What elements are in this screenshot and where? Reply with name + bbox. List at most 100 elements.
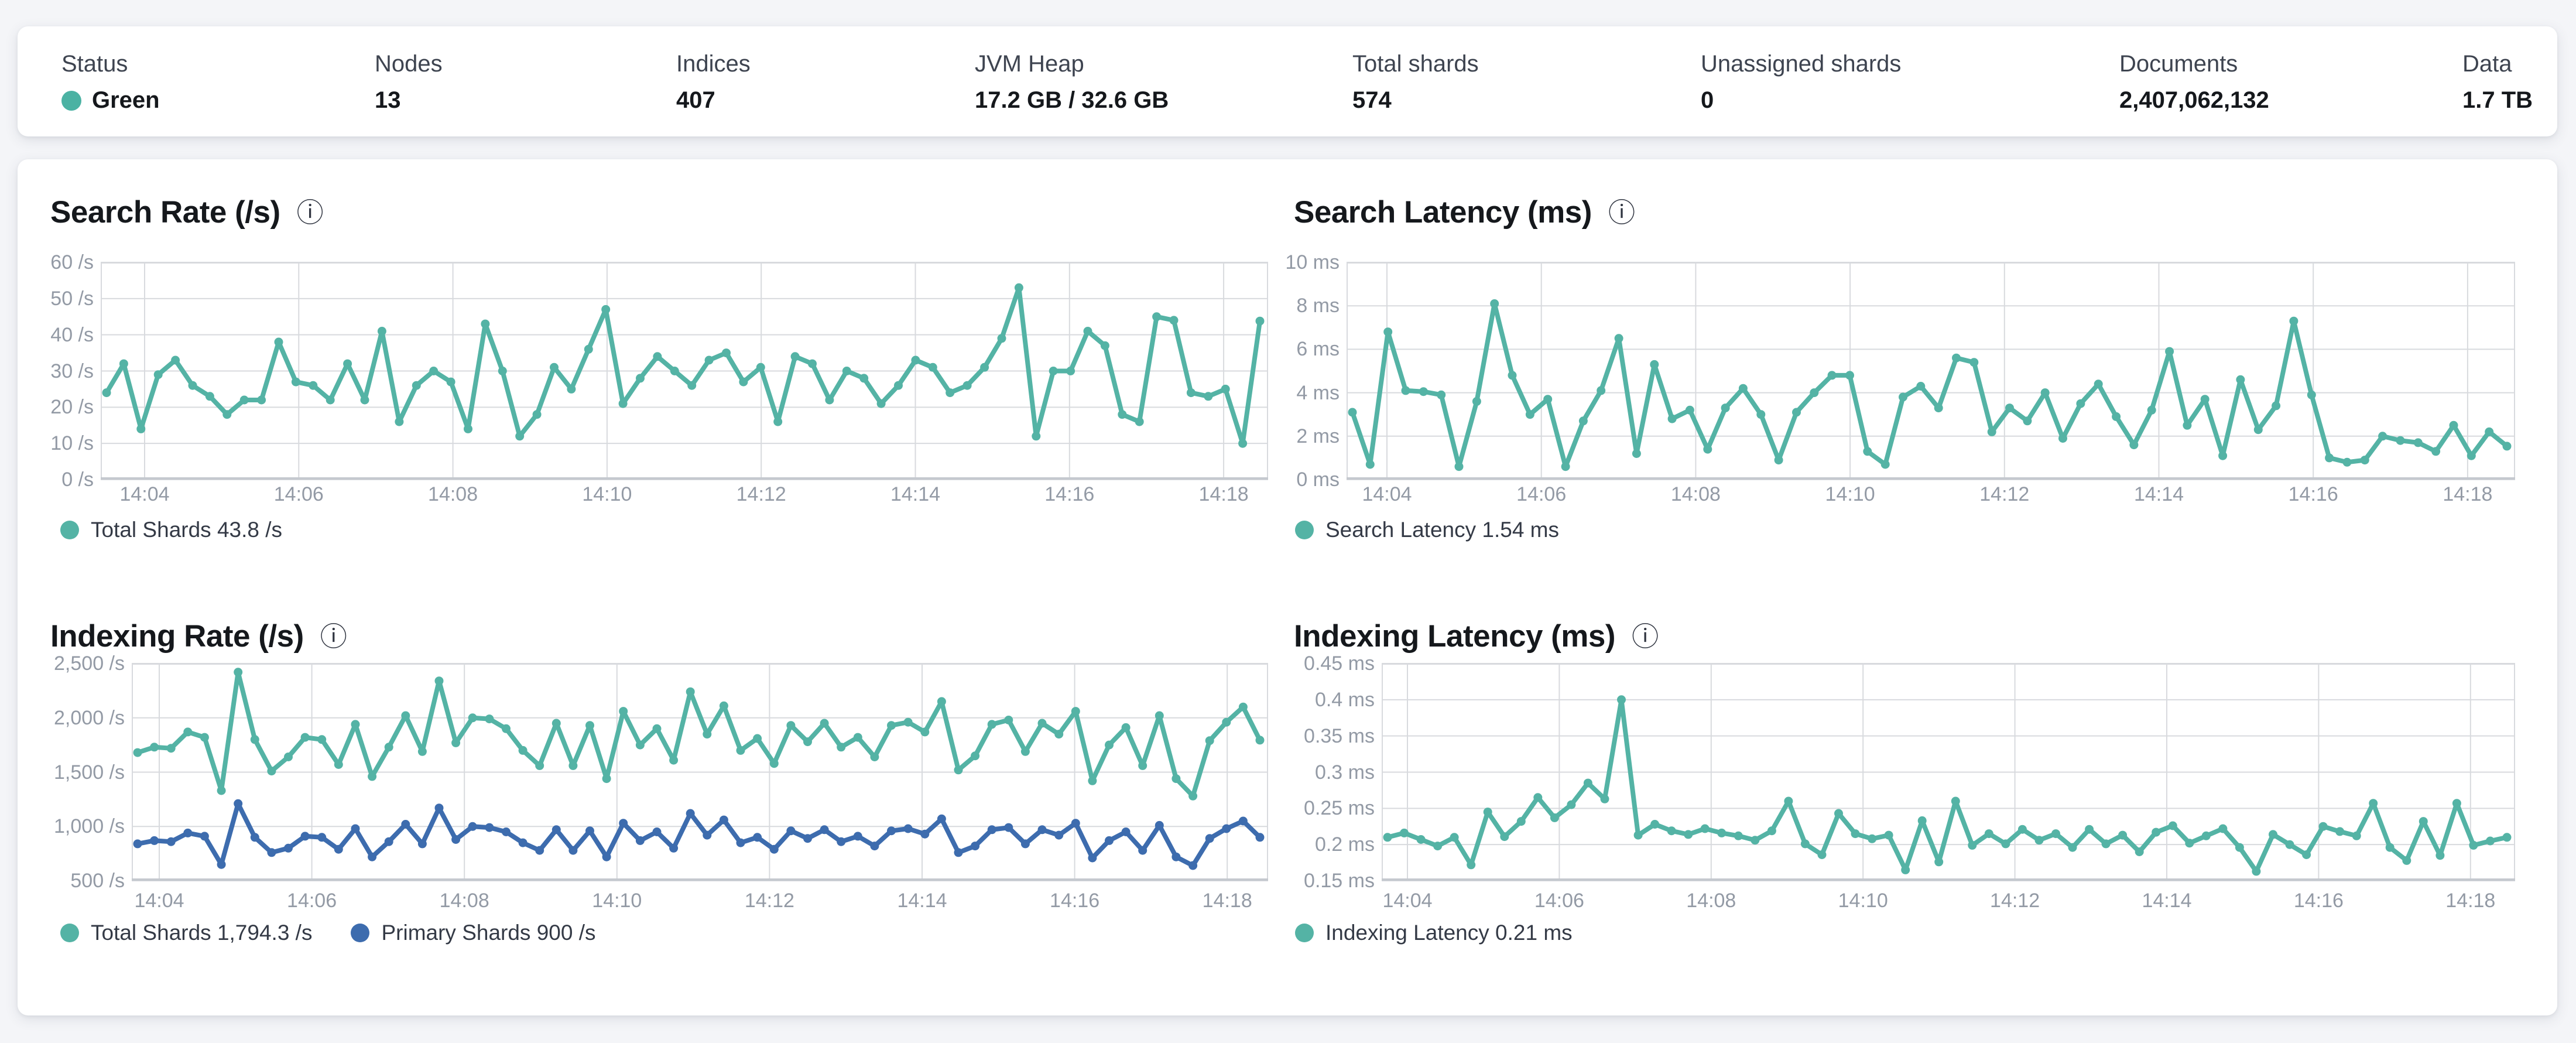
data-point xyxy=(1054,730,1064,739)
x-axis-label: 14:18 xyxy=(2443,483,2493,505)
data-point xyxy=(451,738,461,747)
data-point xyxy=(2378,432,2387,441)
data-point xyxy=(1004,823,1013,832)
data-point xyxy=(498,367,507,375)
legend-label: Primary Shards 900 /s xyxy=(381,921,596,945)
data-point xyxy=(1238,816,1248,826)
y-axis-label: 4 ms xyxy=(1296,381,1340,404)
legend-item-indexing-latency-ms[interactable]: Indexing Latency 0.21 ms xyxy=(1295,921,1573,945)
data-point xyxy=(1205,736,1214,746)
data-point xyxy=(412,381,421,390)
data-point xyxy=(153,370,163,379)
data-point xyxy=(619,819,628,828)
data-point xyxy=(1135,417,1144,426)
data-point xyxy=(1792,408,1801,417)
data-point xyxy=(887,826,896,836)
data-point xyxy=(1221,384,1230,394)
stat-value-unassigned-shards: 0 xyxy=(1701,87,1901,114)
info-icon[interactable]: ⓘ xyxy=(296,197,324,228)
y-axis-label: 2,500 /s xyxy=(54,652,125,675)
data-point xyxy=(2485,427,2494,436)
data-point xyxy=(2001,839,2010,849)
legend-item-primary-shards-s[interactable]: Primary Shards 900 /s xyxy=(351,921,596,945)
legend-item-total-shards-s[interactable]: Total Shards 1,794.3 /s xyxy=(60,921,312,945)
data-point xyxy=(102,388,111,398)
data-point xyxy=(876,399,886,408)
data-point xyxy=(300,832,310,841)
data-point xyxy=(1834,809,1843,818)
data-point xyxy=(1987,427,1996,436)
x-axis-label: 14:06 xyxy=(1534,890,1584,912)
x-axis-label: 14:16 xyxy=(2288,483,2338,505)
data-point xyxy=(1100,341,1109,350)
data-point xyxy=(736,746,745,755)
data-point xyxy=(200,733,209,742)
data-point xyxy=(2085,825,2094,834)
x-axis-label: 14:14 xyxy=(890,483,941,505)
data-point xyxy=(429,367,439,375)
data-point xyxy=(2419,817,2428,826)
data-point xyxy=(2218,824,2228,833)
data-point xyxy=(704,355,714,365)
info-icon[interactable]: ⓘ xyxy=(320,621,347,652)
legend-label: Total Shards 43.8 /s xyxy=(91,518,283,542)
data-point xyxy=(2005,403,2014,413)
data-point xyxy=(1516,817,1526,826)
data-point xyxy=(903,717,913,727)
data-point xyxy=(1088,853,1097,863)
data-point xyxy=(291,377,300,387)
stat-label-unassigned-shards: Unassigned shards xyxy=(1701,51,1902,77)
data-point xyxy=(136,424,146,433)
stat-value-data: 1.7 TB xyxy=(2462,87,2533,114)
x-axis-label: 14:06 xyxy=(1516,483,1567,505)
y-axis-label: 10 /s xyxy=(50,432,94,455)
data-point xyxy=(1255,316,1265,326)
data-point xyxy=(2094,379,2103,389)
stat-value-jvm-heap: 17.2 GB / 32.6 GB xyxy=(975,87,1169,114)
data-point xyxy=(887,721,896,730)
legend-dot xyxy=(60,521,79,539)
data-point xyxy=(669,755,679,765)
data-point xyxy=(1717,828,1727,837)
y-axis-label: 2,000 /s xyxy=(54,706,125,729)
data-point xyxy=(1083,327,1092,336)
y-axis-label: 0.15 ms xyxy=(1304,870,1375,892)
info-icon[interactable]: ⓘ xyxy=(1608,197,1635,228)
data-point xyxy=(769,759,779,768)
data-point xyxy=(2185,839,2194,848)
data-point xyxy=(1550,813,1559,822)
data-point xyxy=(119,359,128,368)
data-point xyxy=(1721,403,1730,413)
data-point xyxy=(1583,778,1592,788)
stat-value-text: 574 xyxy=(1352,87,1392,113)
data-point xyxy=(1222,824,1231,833)
y-axis-label: 0.2 ms xyxy=(1314,833,1375,856)
data-point xyxy=(1784,796,1793,806)
data-point xyxy=(786,721,796,730)
data-point xyxy=(274,337,283,347)
stat-value-text: 2,407,062,132 xyxy=(2119,87,2269,113)
info-icon[interactable]: ⓘ xyxy=(1632,621,1659,652)
legend-item-total-shards-s[interactable]: Total Shards 43.8 /s xyxy=(60,518,282,542)
chart-plot-indexing-latency-ms xyxy=(1382,663,2515,881)
data-point xyxy=(551,719,561,728)
data-point xyxy=(1667,826,1676,836)
data-point xyxy=(1255,833,1265,842)
data-point xyxy=(2200,395,2210,404)
data-point xyxy=(1810,388,1819,398)
x-axis-label: 14:08 xyxy=(439,890,489,912)
data-point xyxy=(687,381,697,390)
data-point xyxy=(133,748,142,757)
data-point xyxy=(360,395,369,405)
data-point xyxy=(2272,401,2281,411)
data-point xyxy=(150,836,159,845)
data-point xyxy=(652,724,662,733)
data-point xyxy=(635,740,645,750)
x-axis-label: 14:04 xyxy=(119,483,170,505)
data-point xyxy=(894,381,903,390)
legend-item-search-latency-ms[interactable]: Search Latency 1.54 ms xyxy=(1295,518,1559,542)
data-point xyxy=(468,713,477,723)
data-point xyxy=(1416,835,1426,844)
charts-card: Search Rate (/s) ⓘ 60 /s 50 /s 40 /s 30 /s 20 … xyxy=(18,159,2557,1015)
stat-label-jvm-heap: JVM Heap xyxy=(975,51,1084,77)
